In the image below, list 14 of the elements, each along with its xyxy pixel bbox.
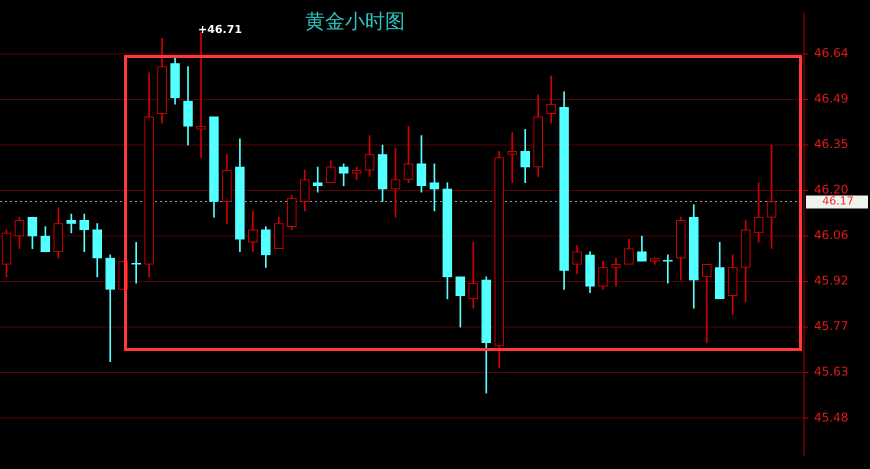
y-tick-label: 45.92: [814, 274, 848, 288]
y-tick-label: 45.77: [814, 319, 848, 334]
candlestick: [390, 148, 400, 218]
y-tick-label: 46.64: [814, 46, 848, 60]
y-tick-label: 46.49: [814, 92, 848, 106]
annotation: +46.71: [198, 22, 242, 36]
y-tick-label: 45.48: [814, 410, 848, 424]
chart-title: 黄金小时图: [305, 9, 405, 33]
ref-line-label: 46.17: [822, 194, 854, 208]
y-tick-label: 46.06: [814, 228, 848, 242]
y-tick-label: 46.35: [814, 137, 848, 152]
candlestick: [611, 258, 621, 287]
y-tick-label: 45.63: [814, 364, 848, 379]
y-tick-label: 46.20: [814, 182, 848, 197]
